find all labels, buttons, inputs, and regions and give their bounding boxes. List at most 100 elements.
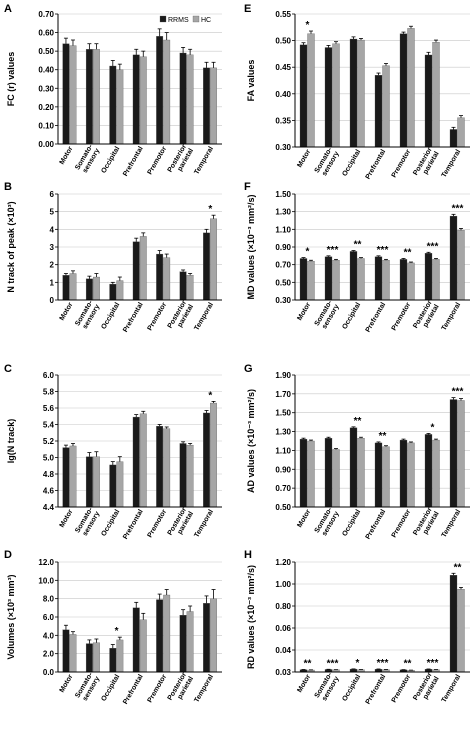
- y-tick-label: 4.8: [43, 470, 55, 479]
- x-tick-label: Motor: [59, 673, 75, 694]
- y-tick-label: 4: [50, 225, 55, 234]
- x-tick-label: Somato-sensory: [314, 506, 341, 538]
- y-tick-label: 1.10: [275, 225, 291, 234]
- bar-rrms: [349, 38, 358, 148]
- bar-hc: [116, 461, 124, 508]
- bar-rrms: [374, 75, 383, 148]
- x-tick-label: Posteriorparietal: [167, 506, 195, 540]
- bar-hc: [186, 275, 194, 301]
- bar-hc: [382, 446, 390, 508]
- bar-hc: [210, 598, 217, 673]
- y-tick-label: 5.8: [43, 388, 55, 397]
- significance-marker: **: [354, 240, 362, 251]
- x-tick-label: Premotor: [391, 508, 413, 539]
- x-tick-label: Prefrontal: [122, 508, 145, 540]
- y-tick-label: 0.70: [275, 261, 291, 270]
- significance-marker: *: [306, 20, 310, 31]
- y-tick-label: 0.45: [275, 63, 291, 72]
- bar-rrms: [399, 259, 408, 301]
- panel-d: D 0.0 2.0 4.0 6.0 8.0 10.0 12.0 Volumes (×10³ mm…: [4, 549, 222, 706]
- x-tick-label: Posteriorparietal: [167, 671, 195, 705]
- bar-hc: [163, 428, 171, 508]
- bar-hc: [332, 260, 340, 301]
- x-tick-label: Occipital: [100, 145, 121, 174]
- x-tick-label: Premotor: [147, 301, 169, 332]
- bar-rrms: [449, 215, 458, 301]
- bar-rrms: [85, 278, 93, 301]
- bar-rrms: [156, 599, 164, 673]
- y-axis-label: RD values (×10⁻³ mm²/s): [246, 565, 256, 669]
- bar-hc: [432, 42, 440, 148]
- x-tick-label: Motor: [296, 508, 312, 529]
- x-tick-label: Prefrontal: [365, 301, 388, 333]
- x-tick-label: Posteriorparietal: [167, 143, 195, 177]
- panel-b: B 0 1 2 3 4 5 6 N track of peak (×10³) Motor Somat…: [4, 181, 222, 334]
- bar-hc: [332, 43, 340, 148]
- bar-hc: [69, 273, 77, 301]
- bar-rrms: [132, 416, 140, 508]
- y-tick-label: 0.40: [275, 90, 291, 99]
- bar-hc: [186, 444, 194, 508]
- x-tick-label: Prefrontal: [122, 145, 145, 177]
- legend-swatch-rrms: [159, 15, 167, 23]
- bar-hc: [457, 400, 465, 508]
- y-tick-label: 0.04: [275, 646, 291, 655]
- bar-hc: [407, 28, 415, 148]
- x-tick-label: Premotor: [391, 148, 413, 179]
- bar-rrms: [324, 256, 333, 301]
- panel-f: F 0.30 0.50 0.70 0.90 1.10 1.30 1.50 MD values (…: [244, 181, 470, 334]
- x-tick-label: Premotor: [391, 301, 413, 332]
- y-axis-label: FC (r) values: [6, 52, 16, 107]
- bar-rrms: [299, 258, 308, 301]
- y-tick-label: 4.0: [43, 631, 55, 640]
- bar-rrms: [424, 434, 433, 508]
- y-tick-label: 5.4: [43, 421, 55, 430]
- x-tick-label: Prefrontal: [122, 673, 145, 705]
- significance-marker: ***: [327, 245, 339, 256]
- x-tick-label: Premotor: [147, 673, 169, 704]
- bar-hc: [139, 619, 147, 673]
- y-tick-label: 3: [50, 243, 55, 252]
- bar-hc: [432, 439, 440, 508]
- y-tick-label: 0.40: [38, 66, 54, 75]
- x-tick-label: Posteriorparietal: [412, 299, 440, 333]
- bar-rrms: [156, 36, 164, 145]
- bar-hc: [163, 39, 171, 145]
- y-tick-label: 6.0: [43, 613, 55, 622]
- y-tick-label: 2: [50, 261, 55, 270]
- bar-rrms: [156, 253, 164, 301]
- y-tick-label: 10.0: [38, 576, 54, 585]
- bar-rrms: [62, 275, 70, 301]
- x-tick-label: Occipital: [341, 508, 362, 537]
- y-tick-label: 8.0: [43, 595, 55, 604]
- x-tick-label: Prefrontal: [365, 673, 388, 705]
- x-tick-label: Occipital: [341, 673, 362, 702]
- bar-rrms: [203, 67, 210, 145]
- x-tick-label: Somato-sensory: [314, 299, 341, 331]
- panel-letter: G: [244, 363, 253, 375]
- bar-rrms: [109, 65, 117, 145]
- bar-hc: [432, 259, 440, 301]
- bar-hc: [116, 69, 124, 145]
- x-tick-label: Premotor: [147, 508, 169, 539]
- bar-hc: [186, 54, 194, 145]
- y-tick-label: 2.0: [43, 650, 55, 659]
- bar-rrms: [109, 464, 117, 508]
- significance-marker: **: [304, 658, 312, 669]
- y-tick-label: 0.0: [43, 668, 55, 677]
- y-tick-label: 1.30: [275, 428, 291, 437]
- y-tick-label: 0.70: [275, 484, 291, 493]
- bar-hc: [163, 257, 171, 301]
- bar-hc: [382, 65, 390, 148]
- x-tick-label: Somato-sensory: [314, 671, 341, 703]
- bar-rrms: [132, 607, 140, 673]
- bar-hc: [457, 230, 465, 301]
- x-tick-label: Motor: [296, 301, 312, 322]
- bar-rrms: [203, 412, 210, 508]
- bar-hc: [69, 45, 77, 145]
- x-tick-label: Temporal: [441, 148, 463, 178]
- x-tick-label: Temporal: [193, 301, 215, 331]
- x-tick-label: Motor: [59, 301, 75, 322]
- significance-marker: **: [404, 659, 412, 670]
- significance-marker: **: [379, 431, 387, 442]
